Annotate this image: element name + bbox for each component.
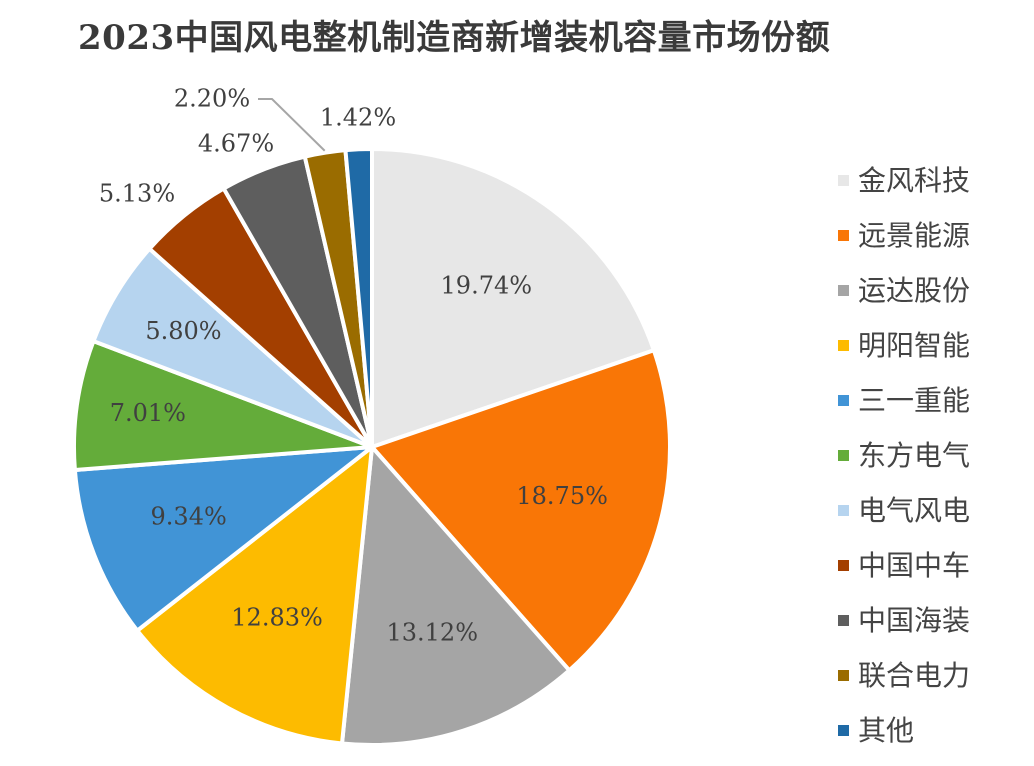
data-label-yuanjing: 18.75% [516,482,608,510]
legend-item-haizhuang: 中国海装 [838,593,970,648]
legend-swatch [838,560,849,571]
pie-slice-sany [72,445,374,633]
legend-item-yuanjing: 远景能源 [838,208,970,263]
legend-swatch [838,450,849,461]
data-label-yunda: 13.12% [386,619,478,647]
legend-swatch [838,505,849,516]
data-label-dongfang: 7.01% [110,399,186,427]
data-label-other: 1.42% [320,104,396,132]
chart-title: 2023中国风电整机制造商新增装机容量市场份额 [78,18,831,58]
legend-item-yunda: 运达股份 [838,263,970,318]
legend-label: 中国中车 [858,548,971,582]
legend-label: 其他 [858,713,915,747]
legend-swatch [838,395,849,406]
legend-swatch [838,175,849,186]
legend-label: 中国海装 [858,603,971,637]
data-label-united-power: 2.20% [174,85,250,113]
pie-slice-yuanjing [370,348,672,673]
legend-swatch [838,340,849,351]
legend-label: 三一重能 [858,383,971,417]
pie-slice-dongfang [72,339,374,472]
data-label-mingyang: 12.83% [231,604,323,632]
pie-slice-yunda [340,445,572,747]
legend-label: 远景能源 [858,218,971,252]
legend-label: 金风科技 [858,163,971,197]
legend-swatch [838,230,849,241]
legend-item-other: 其他 [838,703,970,758]
legend-label: 运达股份 [858,273,971,307]
legend-item-sany: 三一重能 [838,373,970,428]
legend-label: 明阳智能 [858,328,971,362]
pie-slice-other [343,147,374,449]
legend-item-shanghai-electric: 电气风电 [838,483,970,538]
chart-legend: 金风科技远景能源运达股份明阳智能三一重能东方电气电气风电中国中车中国海装联合电力… [838,153,970,758]
legend-swatch [838,615,849,626]
data-label-haizhuang: 4.67% [198,130,274,158]
data-label-crrc: 5.13% [99,180,175,208]
data-label-sany: 9.34% [151,503,227,531]
legend-item-mingyang: 明阳智能 [838,318,970,373]
leader-line-united-power [258,98,326,152]
data-label-jinfeng: 19.74% [441,271,533,299]
data-label-shanghai-electric: 5.80% [145,317,221,345]
legend-swatch [838,670,849,681]
legend-label: 东方电气 [858,438,971,472]
legend-label: 电气风电 [858,493,971,527]
legend-item-crrc: 中国中车 [838,538,970,593]
legend-swatch [838,725,849,736]
legend-item-dongfang: 东方电气 [838,428,970,483]
legend-label: 联合电力 [858,658,971,692]
legend-swatch [838,285,849,296]
pie-slice-mingyang [135,445,374,746]
legend-item-united-power: 联合电力 [838,648,970,703]
legend-item-jinfeng: 金风科技 [838,153,970,208]
